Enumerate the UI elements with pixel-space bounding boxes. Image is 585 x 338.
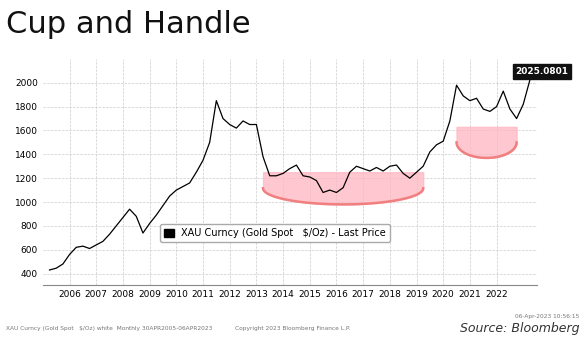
Text: Source: Bloomberg: Source: Bloomberg [460,322,579,335]
Text: Cup and Handle: Cup and Handle [6,10,250,39]
Text: 06-Apr-2023 10:56:15: 06-Apr-2023 10:56:15 [515,314,579,319]
Text: XAU Curncy (Gold Spot   $/Oz) white  Monthly 30APR2005-06APR2023: XAU Curncy (Gold Spot $/Oz) white Monthl… [6,325,212,331]
Text: 2025.0801: 2025.0801 [515,67,568,76]
Text: Copyright 2023 Bloomberg Finance L.P.: Copyright 2023 Bloomberg Finance L.P. [235,325,350,331]
Legend: XAU Curncy (Gold Spot   $/Oz) - Last Price: XAU Curncy (Gold Spot $/Oz) - Last Price [160,224,390,242]
